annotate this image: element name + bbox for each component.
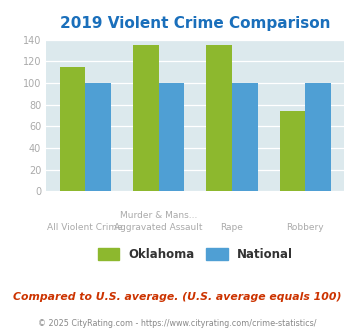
Text: Robbery: Robbery [286,223,324,232]
Bar [305,83,331,191]
Bar [133,45,159,191]
Text: All Violent Crime: All Violent Crime [48,223,123,232]
Bar [206,45,232,191]
Bar [85,83,111,191]
Text: Rape: Rape [220,223,243,232]
Legend: Oklahoma, National: Oklahoma, National [93,243,298,265]
Bar [159,83,184,191]
Bar [279,111,305,191]
Bar [232,83,257,191]
Text: Aggravated Assault: Aggravated Assault [114,223,203,232]
Bar [60,67,85,191]
Title: 2019 Violent Crime Comparison: 2019 Violent Crime Comparison [60,16,331,31]
Text: Compared to U.S. average. (U.S. average equals 100): Compared to U.S. average. (U.S. average … [13,292,342,302]
Text: © 2025 CityRating.com - https://www.cityrating.com/crime-statistics/: © 2025 CityRating.com - https://www.city… [38,319,317,328]
Text: Murder & Mans...: Murder & Mans... [120,211,197,220]
